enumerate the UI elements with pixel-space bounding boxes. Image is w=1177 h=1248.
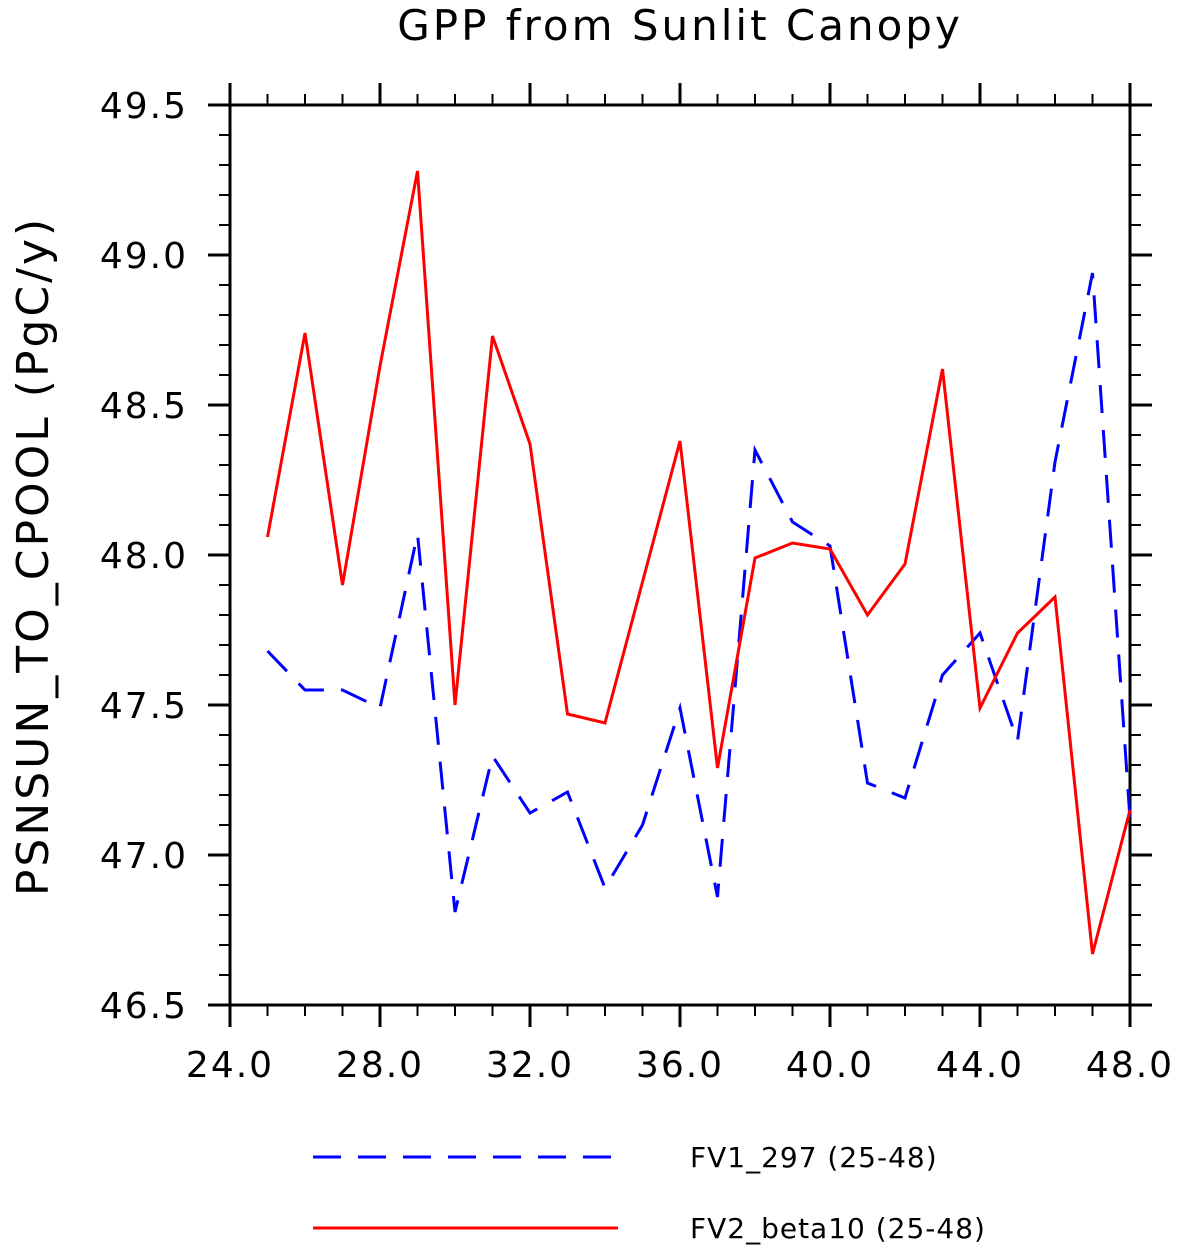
series-line-1 <box>266 272 1132 913</box>
y-tick-label: 47.5 <box>100 686 188 727</box>
x-tick-label: 44.0 <box>936 1045 1024 1086</box>
x-tick-label: 24.0 <box>186 1045 274 1086</box>
x-tick-label: 28.0 <box>336 1045 424 1086</box>
y-tick-label: 48.0 <box>100 536 188 577</box>
chart-title: GPP from Sunlit Canopy <box>397 1 963 50</box>
y-tick-labels: 46.5 47.0 47.5 48.0 48.5 49.0 49.5 <box>100 86 188 1027</box>
series-line-2 <box>266 170 1132 955</box>
major-ticks <box>208 83 1152 1027</box>
y-tick-label: 48.5 <box>100 386 188 427</box>
x-tick-label: 48.0 <box>1086 1045 1174 1086</box>
x-tick-label: 32.0 <box>486 1045 574 1086</box>
legend: FV1_297 (25-48) FV2_beta10 (25-48) <box>313 1141 986 1245</box>
y-axis-label: PSNSUN_TO_CPOOL (PgC/y) <box>8 216 59 896</box>
legend-label: FV1_297 (25-48) <box>690 1141 938 1174</box>
x-tick-label: 36.0 <box>636 1045 724 1086</box>
series-layer <box>266 170 1132 955</box>
x-tick-label: 40.0 <box>786 1045 874 1086</box>
y-tick-label: 46.5 <box>100 986 188 1027</box>
y-tick-label: 47.0 <box>100 836 188 877</box>
x-tick-labels: 24.0 28.0 32.0 36.0 40.0 44.0 48.0 <box>186 1045 1174 1086</box>
y-tick-label: 49.5 <box>100 86 188 127</box>
legend-label: FV2_beta10 (25-48) <box>690 1212 986 1245</box>
minor-ticks <box>219 94 1141 1016</box>
y-tick-label: 49.0 <box>100 236 188 277</box>
plot-frame <box>228 103 1132 1007</box>
